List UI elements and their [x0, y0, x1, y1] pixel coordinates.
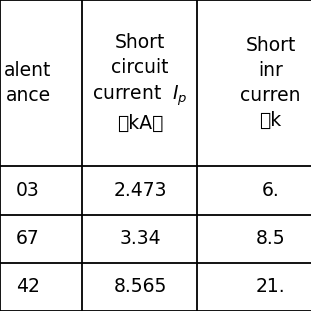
Text: 21.: 21. — [256, 277, 285, 296]
Text: Short
inr
curren
（k: Short inr curren （k — [240, 36, 301, 130]
Text: 8.5: 8.5 — [256, 229, 285, 248]
Text: 42: 42 — [16, 277, 40, 296]
Text: 3.34: 3.34 — [119, 229, 161, 248]
Text: 2.473: 2.473 — [113, 181, 167, 200]
Text: Short
circuit
current  $I_p$
（kA）: Short circuit current $I_p$ （kA） — [92, 33, 188, 133]
Text: 67: 67 — [16, 229, 40, 248]
Text: 8.565: 8.565 — [113, 277, 167, 296]
Text: alent
ance: alent ance — [4, 61, 52, 105]
Text: 03: 03 — [16, 181, 40, 200]
Text: 6.: 6. — [262, 181, 280, 200]
